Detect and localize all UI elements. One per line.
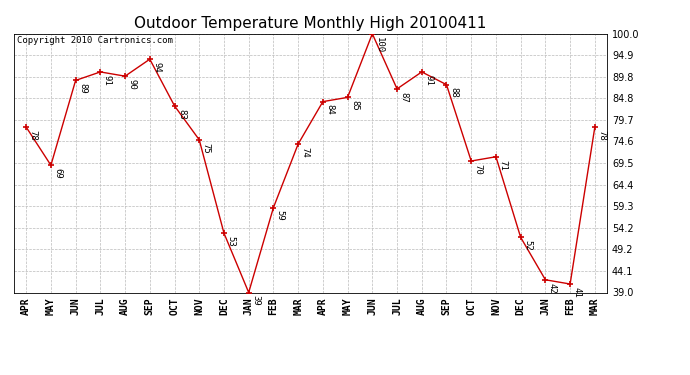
Text: 69: 69 (53, 168, 62, 179)
Text: 83: 83 (177, 109, 186, 119)
Text: Copyright 2010 Cartronics.com: Copyright 2010 Cartronics.com (17, 36, 172, 45)
Text: 53: 53 (226, 236, 235, 247)
Text: 71: 71 (498, 159, 507, 170)
Text: 59: 59 (276, 210, 285, 221)
Text: 88: 88 (449, 87, 458, 98)
Text: 41: 41 (573, 287, 582, 297)
Text: 89: 89 (78, 83, 87, 94)
Text: 42: 42 (548, 282, 557, 293)
Text: 91: 91 (424, 75, 433, 86)
Text: 78: 78 (598, 130, 607, 141)
Text: 87: 87 (400, 92, 408, 102)
Text: 75: 75 (201, 142, 210, 153)
Text: 78: 78 (28, 130, 38, 141)
Text: 91: 91 (103, 75, 112, 86)
Title: Outdoor Temperature Monthly High 20100411: Outdoor Temperature Monthly High 2010041… (135, 16, 486, 31)
Text: 39: 39 (251, 295, 260, 306)
Text: 90: 90 (128, 79, 137, 90)
Text: 70: 70 (473, 164, 483, 174)
Text: 94: 94 (152, 62, 161, 73)
Text: 52: 52 (523, 240, 532, 251)
Text: 100: 100 (375, 36, 384, 52)
Text: 85: 85 (350, 100, 359, 111)
Text: 74: 74 (301, 147, 310, 158)
Text: 84: 84 (325, 104, 335, 115)
